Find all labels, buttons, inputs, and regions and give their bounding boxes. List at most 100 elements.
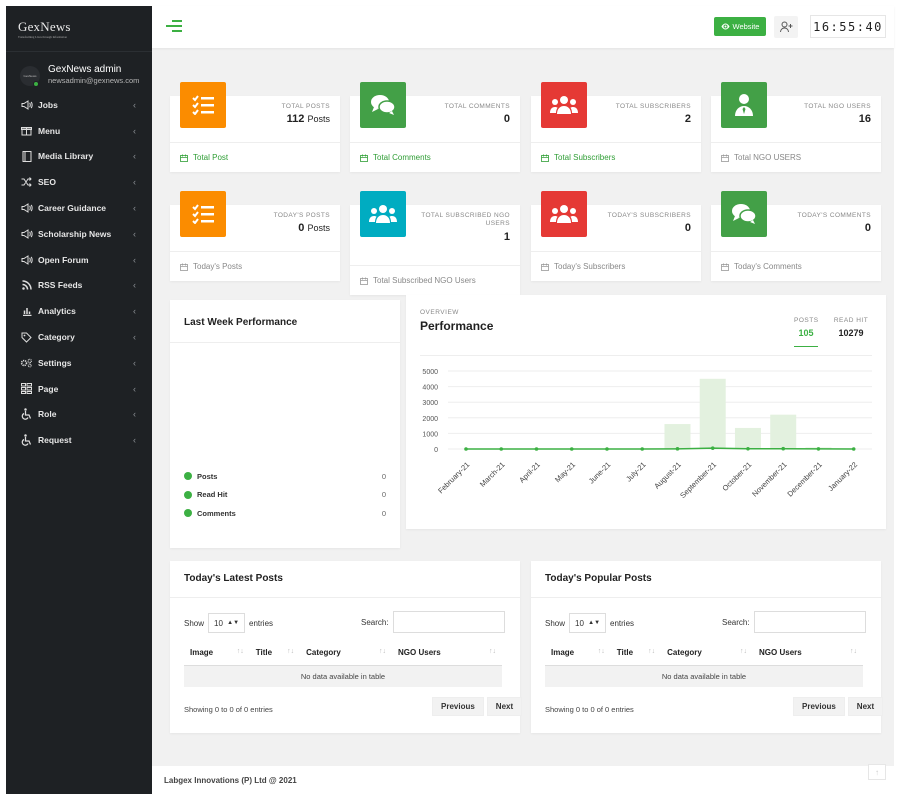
stat-value: 16 <box>858 113 871 125</box>
stat-value: 1 <box>503 231 510 243</box>
online-status-dot <box>33 81 39 87</box>
main-content: Website 16:55:40 TOTAL POSTS 112 Posts T… <box>152 6 894 794</box>
scroll-top-button[interactable]: ↑ <box>868 764 886 780</box>
column-header[interactable]: Category ↑↓ <box>300 641 393 666</box>
overview-label: OVERVIEW <box>420 309 459 316</box>
chevron-left-icon: ‹ <box>133 435 136 446</box>
column-header[interactable]: Image ↑↓ <box>545 641 611 666</box>
column-header[interactable]: Title ↑↓ <box>610 641 662 666</box>
sidebar-item-settings[interactable]: Settings ‹ <box>6 350 152 376</box>
sidebar-item-request[interactable]: Request ‹ <box>6 427 152 453</box>
select-arrow-icon: ▲▼ <box>588 620 601 626</box>
digital-clock: 16:55:40 <box>810 15 886 38</box>
posts-point <box>710 446 715 450</box>
y-tick-label: 4000 <box>422 385 438 392</box>
brand-logo[interactable]: GexNews Transforming Lives through Infor… <box>18 18 71 39</box>
x-tick-label: October-21 <box>720 460 753 493</box>
table-title: Today's Latest Posts <box>184 573 283 584</box>
select-arrow-icon: ▲▼ <box>227 620 240 626</box>
sidebar-item-analytics[interactable]: Analytics ‹ <box>6 298 152 324</box>
column-header[interactable]: Category ↑↓ <box>661 641 754 666</box>
comments-icon <box>360 82 406 128</box>
sidebar-item-seo[interactable]: SEO ‹ <box>6 169 152 195</box>
column-header[interactable]: NGO Users ↑↓ <box>753 641 863 666</box>
sort-icon: ↑↓ <box>740 648 748 655</box>
stat-card-total-posts: TOTAL POSTS 112 Posts Total Post <box>170 82 340 172</box>
next-button[interactable]: Next <box>486 697 523 716</box>
stat-card-today-s-subscribers: TODAY'S SUBSCRIBERS 0 Today's Subscriber… <box>531 191 701 281</box>
stat-label: TODAY'S COMMENTS <box>797 212 871 219</box>
avatar[interactable]: GexNews <box>20 66 40 87</box>
x-tick-label: March-21 <box>478 460 507 489</box>
tag-icon <box>20 332 33 343</box>
website-button[interactable]: Website <box>714 17 766 36</box>
sidebar-item-rss-feeds[interactable]: RSS Feeds ‹ <box>6 273 152 299</box>
sidebar-item-label: Category <box>38 332 75 343</box>
table-title: Today's Popular Posts <box>545 573 652 584</box>
column-header[interactable]: NGO Users ↑↓ <box>392 641 502 666</box>
users-icon <box>541 191 587 237</box>
stat-footer: Today's Posts <box>170 251 340 281</box>
calendar-icon <box>180 263 188 271</box>
pagination: Previous Next <box>432 697 523 716</box>
performance-title: Performance <box>420 319 494 333</box>
entries-select[interactable]: 10 ▲▼ <box>208 613 246 633</box>
posts-point <box>605 447 609 451</box>
sidebar-item-category[interactable]: Category ‹ <box>6 324 152 350</box>
add-user-button[interactable] <box>774 16 798 38</box>
x-tick-label: February-21 <box>436 460 471 495</box>
sidebar-item-career-guidance[interactable]: Career Guidance ‹ <box>6 195 152 221</box>
x-tick-label: August-21 <box>652 460 683 491</box>
x-tick-label: November-21 <box>750 460 788 498</box>
stat-footer: Total Comments <box>350 142 520 172</box>
chevron-left-icon: ‹ <box>133 203 136 214</box>
read-hit-bar <box>664 424 691 449</box>
previous-button[interactable]: Previous <box>432 697 484 716</box>
data-table: Image ↑↓ Title ↑↓ Category ↑↓ NGO Users ↑↓ No d… <box>545 641 863 687</box>
stat-label: TODAY'S POSTS <box>273 212 330 219</box>
table-info: Showing 0 to 0 of 0 entries <box>545 705 634 714</box>
sidebar-item-scholarship-news[interactable]: Scholarship News ‹ <box>6 221 152 247</box>
sidebar-item-menu[interactable]: Menu ‹ <box>6 118 152 144</box>
sidebar-item-label: Request <box>38 435 72 446</box>
posts-point <box>569 447 574 451</box>
previous-button[interactable]: Previous <box>793 697 845 716</box>
sidebar-item-label: Media Library <box>38 151 94 162</box>
sidebar-item-page[interactable]: Page ‹ <box>6 376 152 402</box>
table-row: No data available in table <box>184 665 502 687</box>
entries-length: Show 10 ▲▼ entries <box>545 613 634 633</box>
sidebar-item-jobs[interactable]: Jobs ‹ <box>6 92 152 118</box>
latest-posts-panel: Today's Latest Posts Show 10 ▲▼ entries S… <box>170 561 523 733</box>
search-input[interactable] <box>753 611 866 633</box>
menu-toggle-icon[interactable] <box>166 20 182 32</box>
sort-icon: ↑↓ <box>850 648 857 655</box>
read-hit-bar <box>734 427 761 449</box>
tab-read-hit[interactable]: READ HIT 10279 <box>833 317 869 338</box>
column-header[interactable]: Image ↑↓ <box>184 641 250 666</box>
wheelchair-icon <box>20 434 33 447</box>
user-tie-icon <box>721 82 767 128</box>
stat-card-total-subscribed-ngo-users: TOTAL SUBSCRIBED NGO USERS 1 Total Subsc… <box>350 191 520 295</box>
search-input[interactable] <box>392 611 505 633</box>
sort-icon: ↑↓ <box>597 648 605 655</box>
sort-icon: ↑↓ <box>236 648 244 655</box>
sort-icon: ↑↓ <box>489 648 496 655</box>
posts-point <box>640 447 645 451</box>
legend-item-posts: Posts 0 <box>184 467 386 486</box>
x-tick-label: June-21 <box>587 460 613 486</box>
stat-label: TOTAL COMMENTS <box>444 103 510 110</box>
y-tick-label: 5000 <box>422 369 438 376</box>
gears-icon <box>20 357 33 368</box>
rss-icon <box>20 280 33 291</box>
entries-select[interactable]: 10 ▲▼ <box>569 613 607 633</box>
chevron-left-icon: ‹ <box>133 125 136 136</box>
sidebar-item-role[interactable]: Role ‹ <box>6 402 152 428</box>
column-header[interactable]: Title ↑↓ <box>249 641 301 666</box>
next-button[interactable]: Next <box>847 697 884 716</box>
chevron-left-icon: ‹ <box>133 357 136 368</box>
tab-posts[interactable]: POSTS 105 <box>794 317 818 347</box>
chevron-left-icon: ‹ <box>133 254 136 265</box>
sidebar-item-media-library[interactable]: Media Library ‹ <box>6 144 152 170</box>
footer: Labgex Innovations (P) Ltd @ 2021 <box>152 766 894 794</box>
sidebar-item-open-forum[interactable]: Open Forum ‹ <box>6 247 152 273</box>
